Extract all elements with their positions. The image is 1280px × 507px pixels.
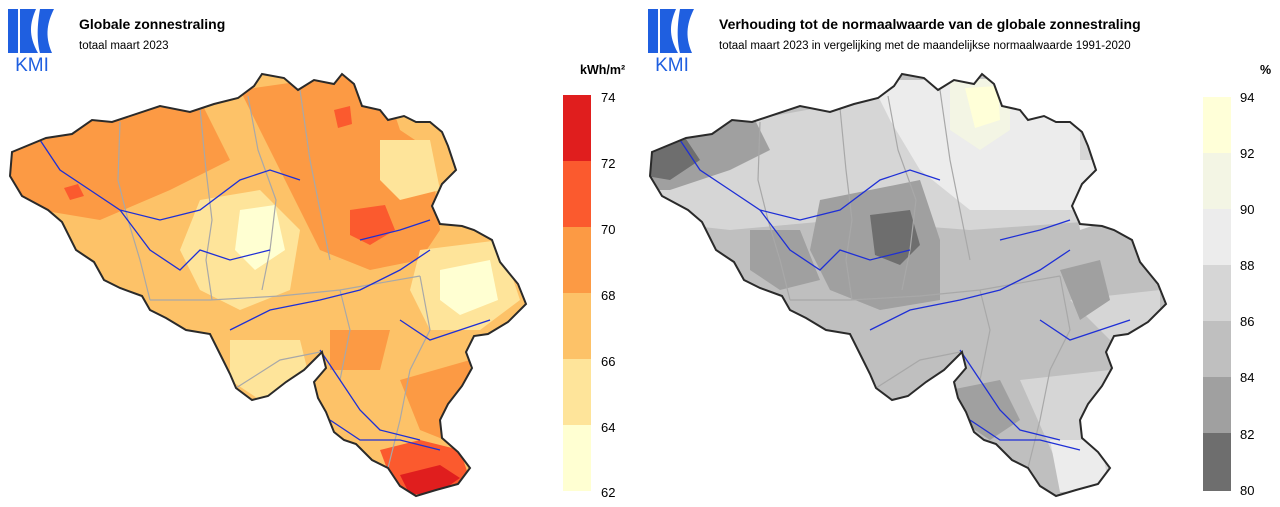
legend-tick: 68 xyxy=(601,288,616,303)
map-title: Globale zonnestraling xyxy=(79,16,226,32)
belgium-solar-radiation-map xyxy=(9,73,527,497)
svg-text:KMI: KMI xyxy=(15,55,49,73)
map-title: Verhouding tot de normaalwaarde van de g… xyxy=(719,16,1141,32)
legend-tick: 90 xyxy=(1240,202,1255,217)
kmi-logo-icon: KMI xyxy=(648,9,694,73)
color-legend xyxy=(1203,97,1231,491)
legend-tick: 86 xyxy=(1240,314,1255,329)
color-legend xyxy=(563,95,591,491)
legend-tick: 64 xyxy=(601,420,616,435)
kmi-logo-icon: KMI xyxy=(8,9,54,73)
legend-tick: 94 xyxy=(1240,90,1255,105)
map-subtitle: totaal maart 2023 in vergelijking met de… xyxy=(719,40,1131,52)
legend-tick: 80 xyxy=(1240,483,1255,498)
legend-tick: 66 xyxy=(601,354,616,369)
legend-tick: 70 xyxy=(601,222,616,237)
map-subtitle: totaal maart 2023 xyxy=(79,40,169,52)
map-panel-solar-radiation: KMI Globale zonnestraling totaal maart 2… xyxy=(8,9,626,500)
legend-unit: kWh/m² xyxy=(580,63,626,77)
legend-tick: 72 xyxy=(601,156,616,171)
legend-tick: 92 xyxy=(1240,146,1255,161)
legend-tick: 84 xyxy=(1240,370,1255,385)
map-panel-solar-radiation-ratio: KMI Verhouding tot de normaalwaarde van … xyxy=(640,0,1280,507)
legend-tick: 82 xyxy=(1240,427,1255,442)
legend-tick: 74 xyxy=(601,90,616,105)
svg-text:KMI: KMI xyxy=(655,55,689,73)
belgium-ratio-map xyxy=(649,73,1167,497)
legend-tick: 88 xyxy=(1240,258,1255,273)
legend-unit: % xyxy=(1260,63,1272,77)
legend-tick: 62 xyxy=(601,485,616,500)
